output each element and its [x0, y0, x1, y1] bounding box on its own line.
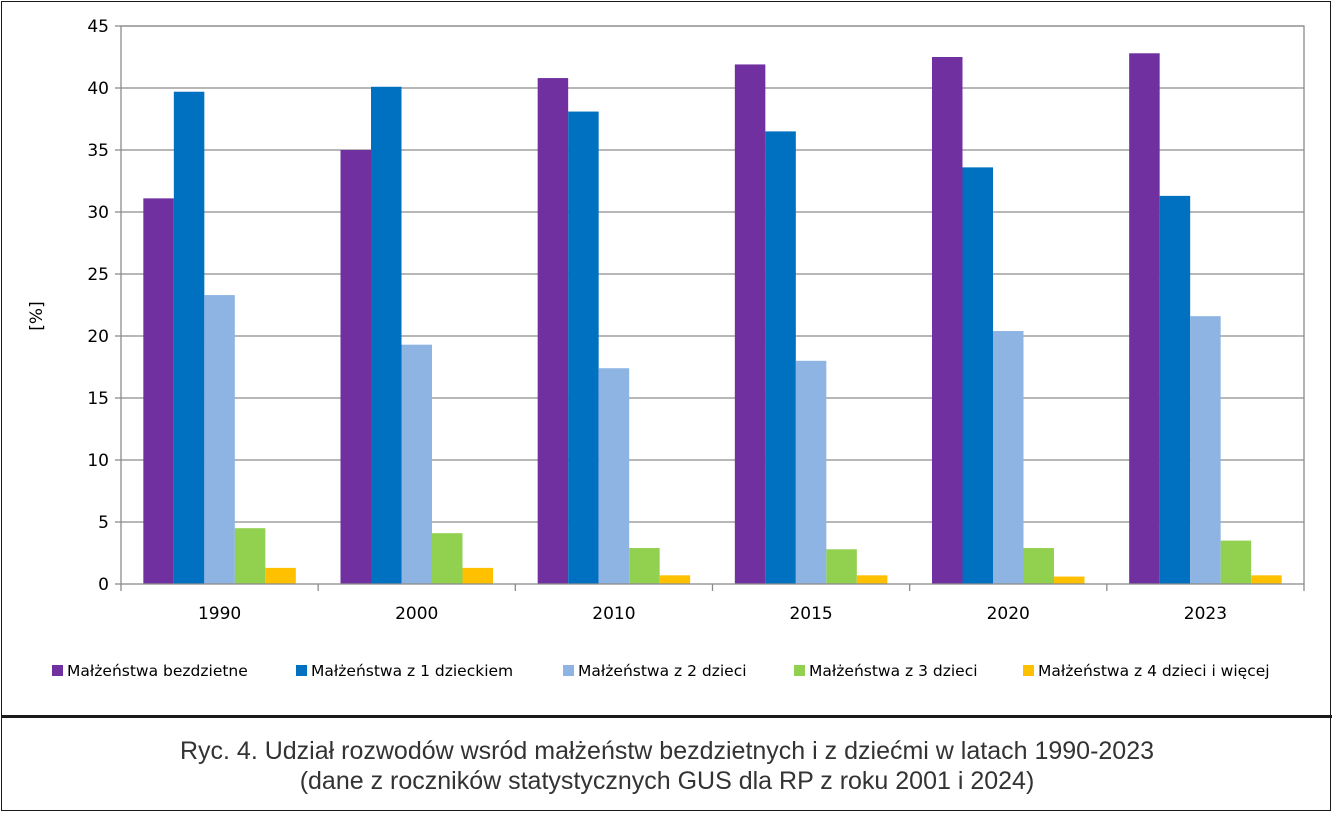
- bar: [629, 548, 660, 584]
- y-tick-label: 10: [87, 451, 109, 471]
- bar: [765, 131, 796, 584]
- legend-swatch: [52, 665, 63, 676]
- y-tick-label: 25: [87, 265, 109, 285]
- bar: [1190, 316, 1221, 584]
- bar: [659, 575, 691, 584]
- y-tick-label: 40: [87, 79, 109, 99]
- legend-swatch: [563, 665, 574, 676]
- bar: [932, 57, 963, 584]
- bar: [204, 295, 235, 584]
- x-tick-label: 1990: [198, 604, 241, 624]
- y-axis-label: [%]: [27, 301, 47, 330]
- plot-border: [120, 25, 1305, 585]
- bar: [173, 91, 205, 584]
- legend-swatch: [1023, 665, 1034, 676]
- bar: [1023, 548, 1054, 584]
- bar: [537, 78, 569, 584]
- bar: [1129, 53, 1160, 584]
- bar: [734, 64, 766, 584]
- bar: [962, 167, 993, 585]
- bar: [826, 549, 857, 584]
- y-tick-label: 5: [98, 513, 109, 533]
- bar-chart: 0 5 10 15 20 25 30 35 40 45 1990 2000 2010 2015 2020 2…: [27, 17, 1305, 680]
- bar: [1159, 195, 1191, 584]
- x-tick-label: 2010: [592, 604, 635, 624]
- bar: [143, 198, 174, 585]
- bar: [856, 575, 888, 584]
- legend: Małżeństwa bezdzietne Małżeństwa z 1 dzie…: [52, 662, 1270, 680]
- x-tick-labels: 1990 2000 2010 2015 2020 2023: [198, 604, 1227, 624]
- caption-line-1: Ryc. 4. Udział rozwodów wsród małżeństw …: [179, 737, 1155, 765]
- bars: [143, 53, 1282, 585]
- gridlines: [115, 25, 1304, 585]
- bar: [432, 533, 463, 584]
- legend-swatch: [296, 665, 307, 676]
- y-tick-label: 45: [87, 17, 109, 37]
- bar: [993, 331, 1024, 584]
- y-tick-label: 35: [87, 141, 109, 161]
- bar: [371, 86, 402, 584]
- bar: [462, 567, 493, 584]
- bar: [265, 567, 296, 584]
- bar: [234, 528, 266, 584]
- bar: [568, 111, 599, 584]
- legend-swatch: [794, 665, 805, 676]
- bar: [1251, 575, 1282, 584]
- bar: [340, 150, 371, 584]
- caption-line-2: (dane z roczników statystycznych GUS dla…: [299, 767, 1035, 795]
- legend-label: Małżeństwa z 3 dzieci: [809, 662, 978, 680]
- legend-label: Małżeństwa z 1 dzieckiem: [311, 662, 513, 680]
- y-tick-label: 20: [87, 327, 109, 347]
- x-tick-label: 2020: [987, 604, 1030, 624]
- bar: [1054, 576, 1085, 584]
- figure-caption: Ryc. 4. Udział rozwodów wsród małżeństw …: [0, 736, 1334, 796]
- x-tick-label: 2000: [395, 604, 438, 624]
- chart-area: 0 5 10 15 20 25 30 35 40 45 1990 2000 2010 2015 2020 2…: [27, 17, 1305, 680]
- y-tick-label: 30: [87, 203, 109, 223]
- legend-label: Małżeństwa z 4 dzieci i więcej: [1038, 662, 1270, 680]
- legend-label: Małżeństwa z 2 dzieci: [578, 662, 747, 680]
- y-tick-labels: 0 5 10 15 20 25 30 35 40 45: [87, 17, 109, 595]
- bar: [1220, 540, 1252, 584]
- axes: [120, 25, 1305, 591]
- bar: [401, 344, 432, 584]
- caption-divider: [2, 715, 1332, 718]
- bar: [598, 368, 630, 584]
- bar: [795, 360, 827, 584]
- x-tick-label: 2015: [789, 604, 832, 624]
- y-tick-label: 0: [98, 575, 109, 595]
- y-tick-label: 15: [87, 389, 109, 409]
- x-tick-label: 2023: [1184, 604, 1227, 624]
- legend-label: Małżeństwa bezdzietne: [67, 662, 248, 680]
